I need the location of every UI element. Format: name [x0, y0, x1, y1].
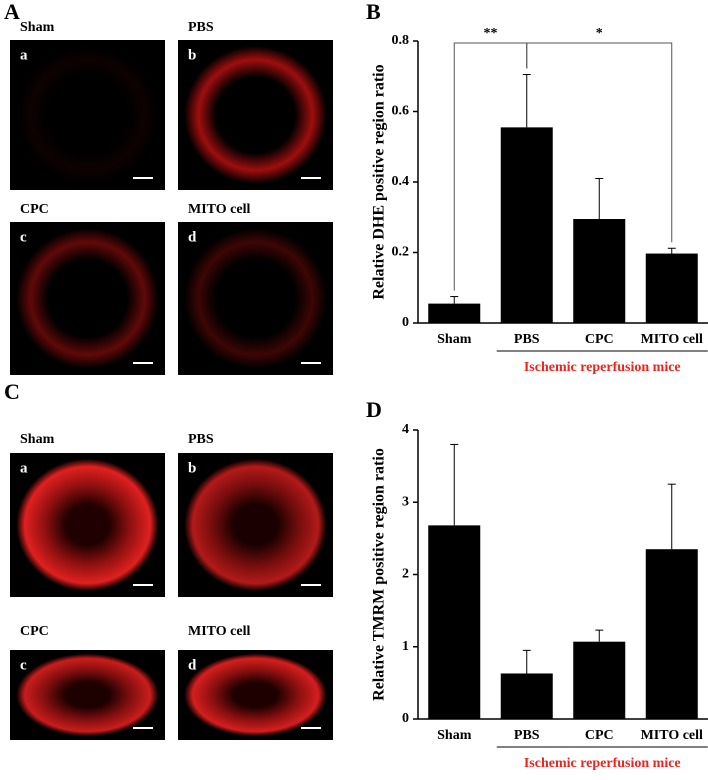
- y-tick-label: 0.6: [392, 104, 410, 119]
- bar: [428, 525, 481, 719]
- image-letter: b: [188, 460, 196, 476]
- x-tick-label: PBS: [514, 728, 540, 743]
- bar: [573, 219, 626, 323]
- x-tick-label: PBS: [514, 332, 540, 347]
- tissue-section: [16, 458, 159, 592]
- y-tick-label: 2: [402, 567, 409, 582]
- image-title: Sham: [20, 20, 55, 35]
- bar: [645, 253, 698, 323]
- group-label: Ischemic reperfusion mice: [524, 360, 681, 375]
- y-axis-label: Relative DHE positive region ratio: [371, 64, 388, 299]
- tissue-section: [184, 653, 327, 737]
- panel-label: D: [366, 397, 382, 422]
- y-axis-label: Relative TMRM positive region ratio: [371, 448, 388, 701]
- tissue-section: [16, 46, 159, 184]
- panel-label: A: [4, 0, 20, 24]
- y-tick-label: 0.8: [392, 33, 410, 48]
- image-title: CPC: [20, 202, 49, 217]
- y-tick-label: 0.2: [392, 245, 410, 260]
- x-tick-label: CPC: [585, 332, 614, 347]
- y-tick-label: 1: [402, 639, 409, 654]
- image-letter: c: [20, 657, 27, 673]
- significance-label: **: [484, 26, 498, 41]
- image-title: Sham: [20, 432, 55, 447]
- bar: [428, 303, 481, 323]
- y-tick-label: 4: [402, 422, 409, 437]
- bar: [645, 549, 698, 719]
- bar: [573, 641, 626, 719]
- tissue-section: [184, 46, 327, 184]
- image-letter: a: [20, 47, 28, 63]
- image-title: PBS: [188, 20, 214, 35]
- y-tick-label: 0: [402, 315, 409, 330]
- group-label: Ischemic reperfusion mice: [524, 756, 681, 771]
- x-tick-label: CPC: [585, 728, 614, 743]
- x-tick-label: MITO cell: [641, 332, 703, 347]
- image-letter: c: [20, 229, 27, 245]
- tissue-section: [16, 228, 159, 369]
- image-title: MITO cell: [188, 624, 250, 639]
- image-letter: b: [188, 47, 196, 63]
- image-letter: a: [20, 460, 28, 476]
- image-letter: d: [188, 657, 197, 673]
- bar: [500, 673, 553, 719]
- image-title: MITO cell: [188, 202, 250, 217]
- bar: [500, 127, 553, 323]
- y-tick-label: 0: [402, 711, 409, 726]
- x-tick-label: Sham: [437, 728, 472, 743]
- y-tick-label: 3: [402, 494, 409, 509]
- image-title: CPC: [20, 624, 49, 639]
- tissue-section: [16, 653, 159, 737]
- tissue-section: [184, 228, 327, 369]
- significance-bracket: [526, 42, 673, 243]
- image-letter: d: [188, 229, 197, 245]
- panel-label: B: [366, 0, 381, 24]
- x-tick-label: Sham: [437, 332, 472, 347]
- significance-label: *: [596, 26, 603, 41]
- tissue-section: [184, 458, 327, 592]
- image-title: PBS: [188, 432, 214, 447]
- x-tick-label: MITO cell: [641, 728, 703, 743]
- y-tick-label: 0.4: [392, 174, 410, 189]
- panel-label: C: [4, 379, 20, 404]
